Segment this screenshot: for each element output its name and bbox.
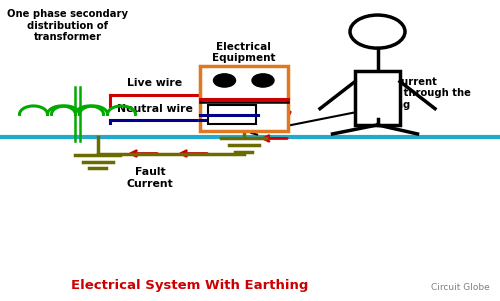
Bar [355, 71, 400, 125]
Text: Fault Current
Passes through the
earthing: Fault Current Passes through the earthin… [362, 77, 472, 110]
Text: Electrical System With Earthing: Electrical System With Earthing [72, 279, 308, 292]
Text: Circuit Globe: Circuit Globe [431, 283, 490, 292]
Bar [200, 66, 288, 131]
Circle shape [252, 74, 274, 87]
Text: One phase secondary
distribution of
transformer: One phase secondary distribution of tran… [7, 9, 128, 42]
Text: Electrical
Equipment: Electrical Equipment [212, 42, 276, 63]
Text: Live wire: Live wire [128, 78, 182, 88]
Text: Neutral wire: Neutral wire [117, 104, 193, 114]
Text: Fault
Current: Fault Current [126, 167, 174, 189]
Circle shape [214, 74, 236, 87]
Bar [208, 105, 256, 124]
